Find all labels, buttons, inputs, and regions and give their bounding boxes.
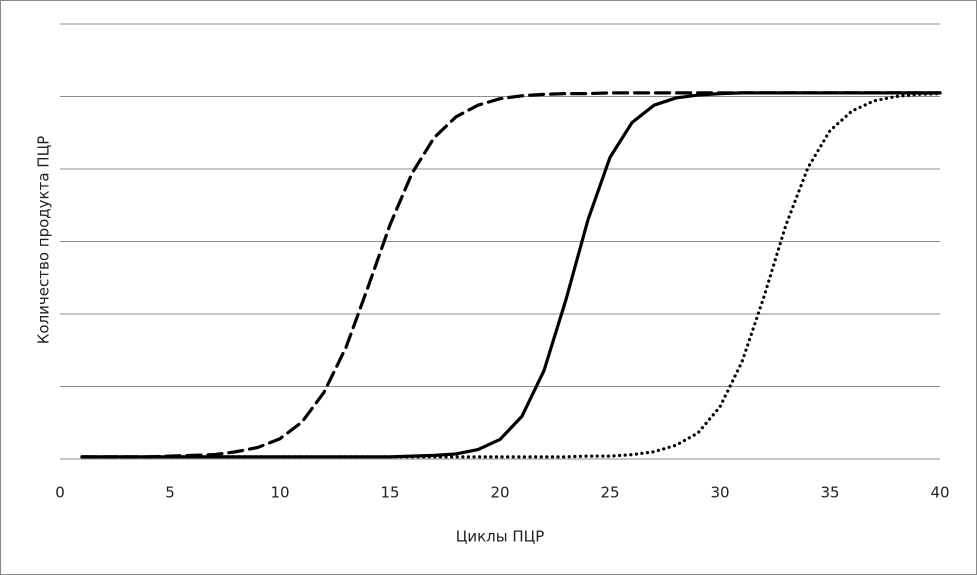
x-tick-label: 10 [270,484,289,502]
series-line [80,91,942,459]
x-tick-label: 15 [380,484,399,502]
x-tick-label: 20 [490,484,509,502]
series-line [80,92,942,459]
x-tick-label: 0 [55,484,65,502]
x-tick-label: 5 [165,484,175,502]
x-axis-label: Циклы ПЦР [456,528,545,546]
x-tick-label: 25 [600,484,619,502]
x-tick-label: 35 [820,484,839,502]
y-axis-label: Количество продукта ПЦР [35,136,53,345]
x-tick-label: 40 [930,484,949,502]
x-tick-label: 30 [710,484,729,502]
